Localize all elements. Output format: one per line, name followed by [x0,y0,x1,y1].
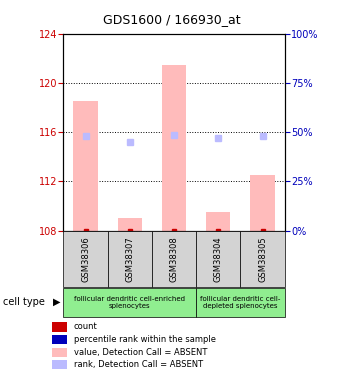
Bar [162,64,186,231]
Bar [196,288,285,317]
Text: follicular dendritic cell-
depleted splenocytes: follicular dendritic cell- depleted sple… [200,296,281,309]
Bar [52,348,67,357]
Text: GSM38307: GSM38307 [125,236,134,282]
Bar [52,360,67,369]
Bar [63,288,196,317]
Bar [52,335,67,344]
Text: ▶: ▶ [52,297,60,307]
Text: value, Detection Call = ABSENT: value, Detection Call = ABSENT [73,348,207,357]
Bar [63,231,108,287]
Bar [52,322,67,332]
Bar [250,175,275,231]
Text: GSM38305: GSM38305 [258,236,267,282]
Text: follicular dendritic cell-enriched
splenocytes: follicular dendritic cell-enriched splen… [74,296,185,309]
Text: count: count [73,322,97,332]
Bar [196,231,240,287]
Bar [108,231,152,287]
Text: GSM38308: GSM38308 [169,236,179,282]
Text: GSM38306: GSM38306 [81,236,90,282]
Text: cell type: cell type [3,297,45,307]
Bar [73,101,98,231]
Bar [240,231,285,287]
Text: percentile rank within the sample: percentile rank within the sample [73,335,215,344]
Bar [118,218,142,231]
Bar [152,231,196,287]
Bar [206,212,230,231]
Text: rank, Detection Call = ABSENT: rank, Detection Call = ABSENT [73,360,203,369]
Text: GDS1600 / 166930_at: GDS1600 / 166930_at [103,13,240,26]
Text: GSM38304: GSM38304 [214,236,223,282]
